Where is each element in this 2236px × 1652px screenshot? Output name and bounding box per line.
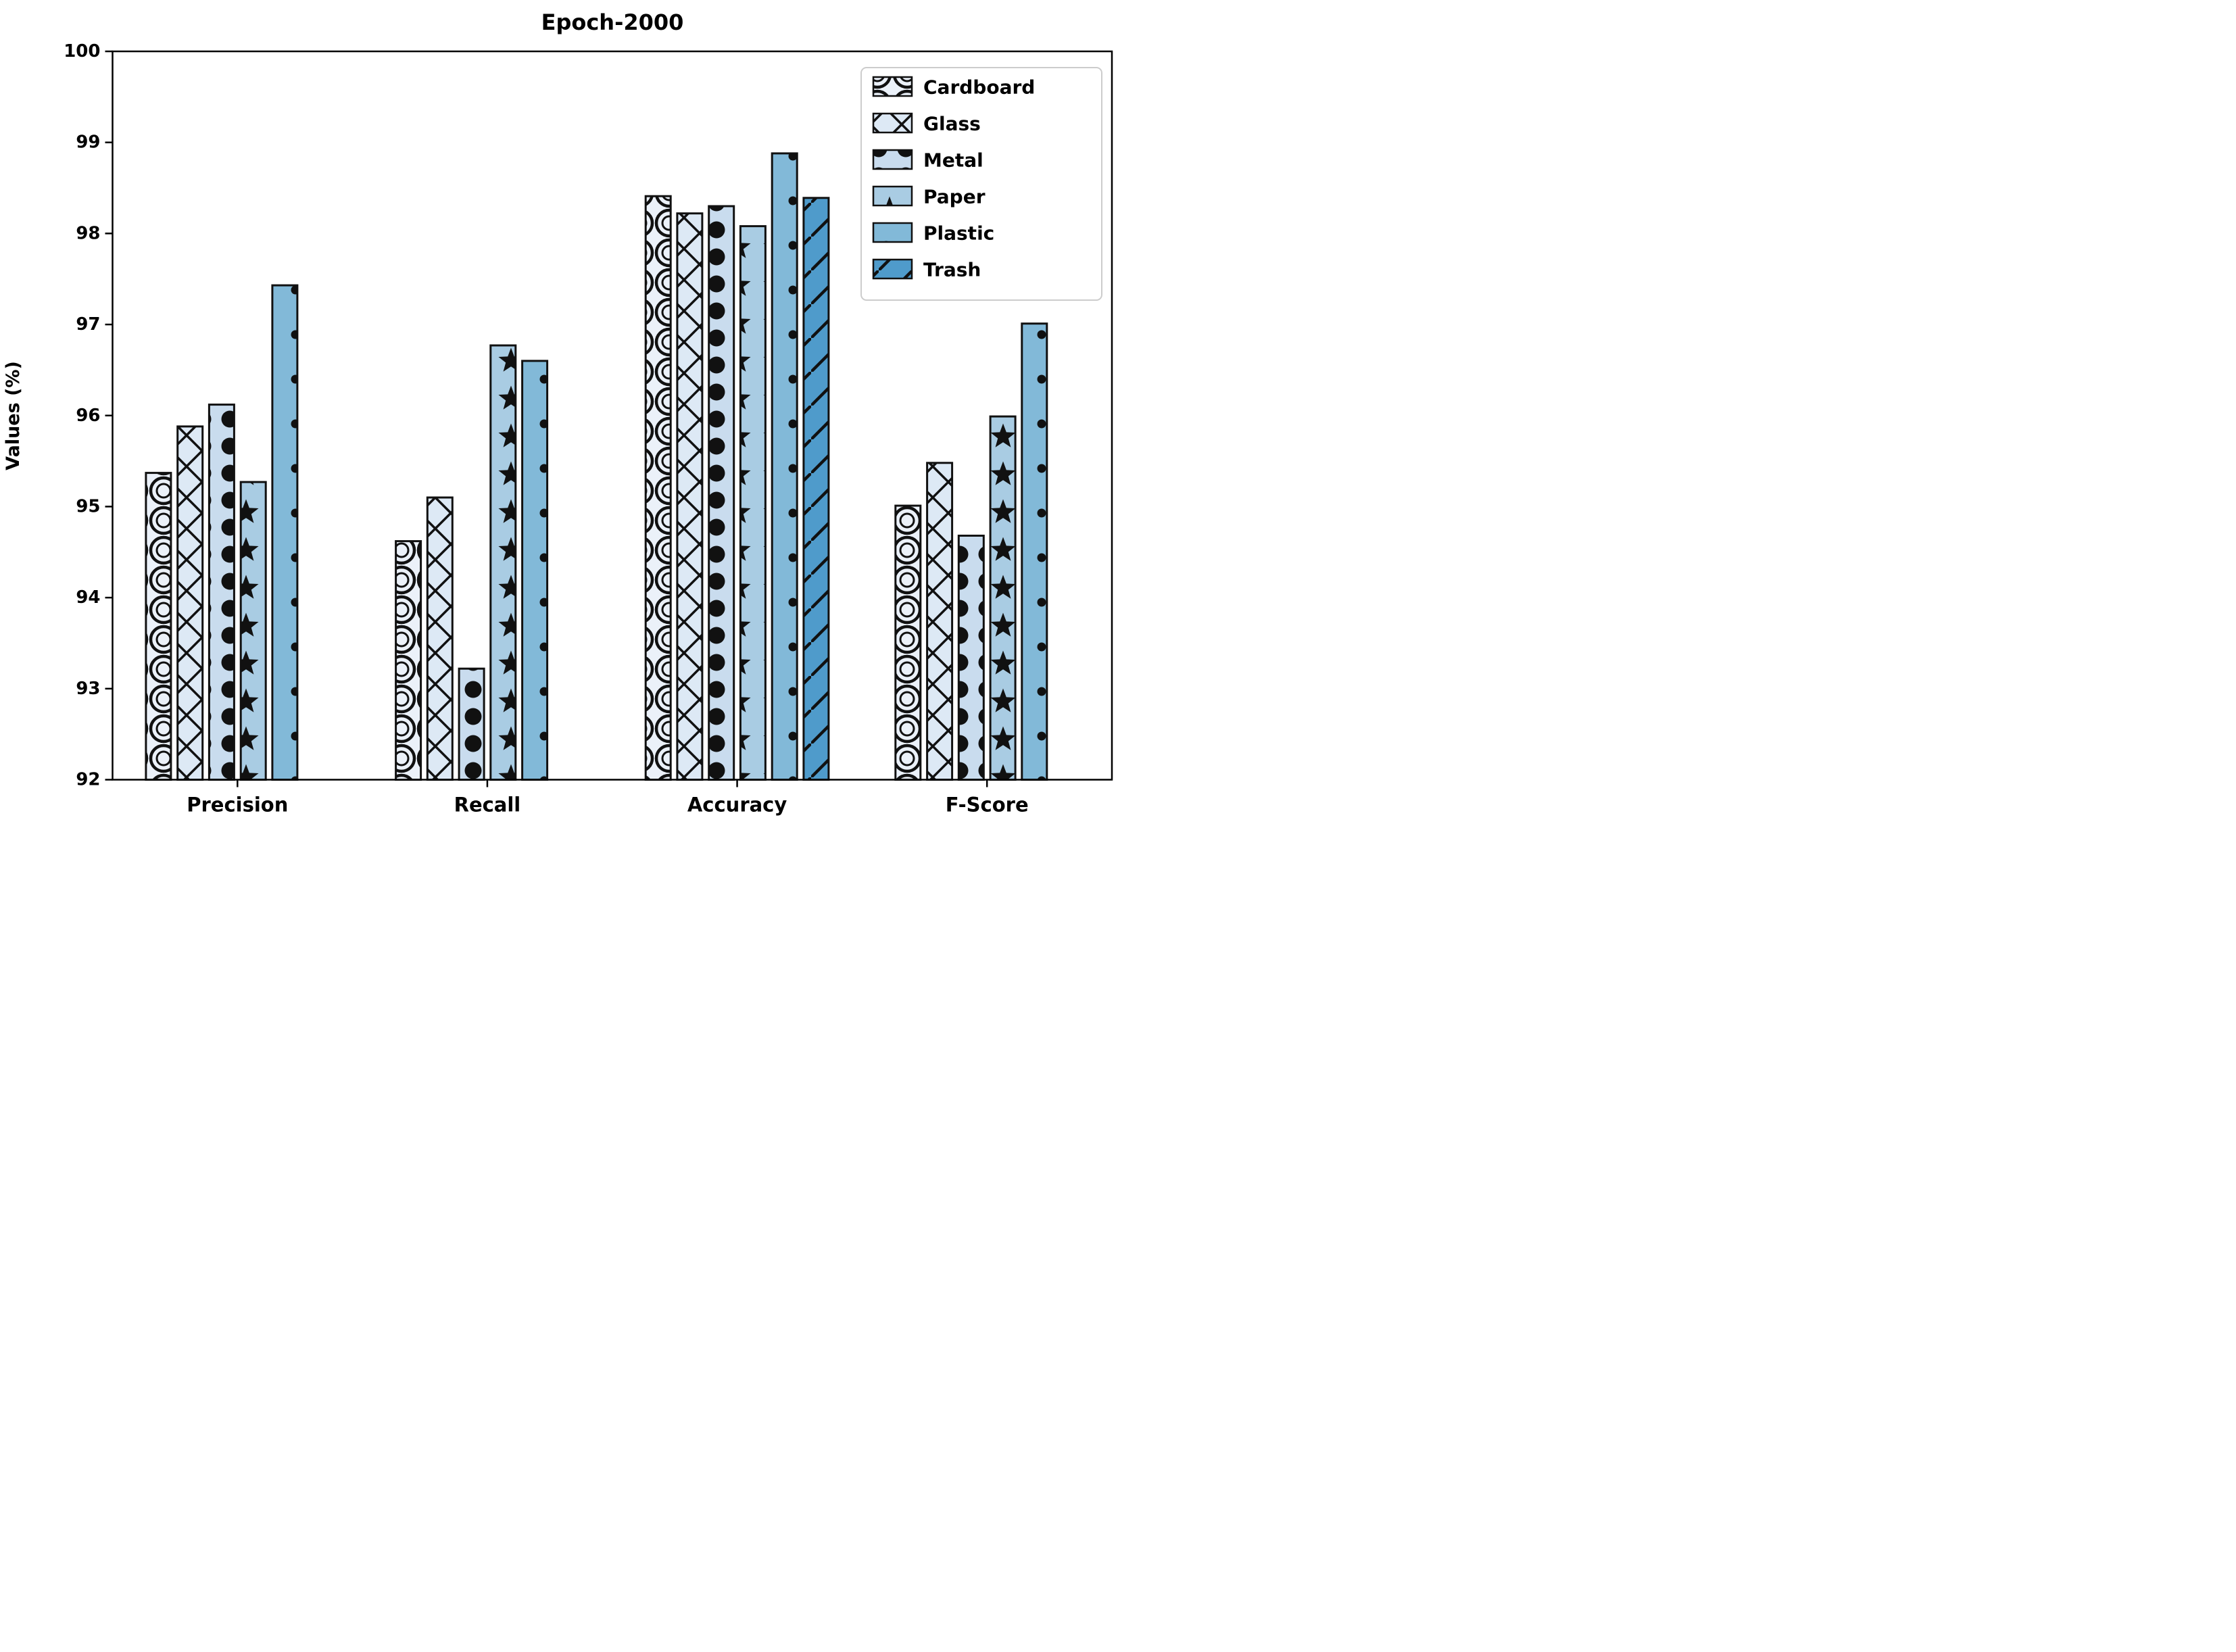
bar-f-score-paper xyxy=(989,415,1017,781)
legend-swatch-cardboard xyxy=(872,76,913,97)
y-tick-label: 94 xyxy=(76,587,100,608)
chart-title: Epoch-2000 xyxy=(541,9,684,35)
plot-area: 92 93 94 95 96 97 98 99 100 Precision Recall Accura… xyxy=(64,41,1113,817)
legend-label-metal: Metal xyxy=(923,149,983,172)
y-axis-label: Values (%) xyxy=(3,361,24,470)
bar-precision-metal xyxy=(208,404,235,781)
bar-precision-glass xyxy=(176,425,204,781)
bar-precision-cardboard xyxy=(145,472,172,781)
bar-f-score-metal xyxy=(957,535,985,781)
bar-f-score-glass xyxy=(926,462,954,781)
y-tick-label: 95 xyxy=(76,496,100,516)
y-tick-label: 98 xyxy=(76,223,100,243)
bar-recall-glass xyxy=(426,496,454,781)
bar-recall-paper xyxy=(489,344,517,781)
legend-label-plastic: Plastic xyxy=(923,222,994,245)
bar-precision-plastic xyxy=(271,284,299,781)
y-tick-label: 100 xyxy=(64,41,100,62)
bar-precision-paper xyxy=(239,481,267,781)
legend-swatch-paper xyxy=(872,185,913,207)
bar-recall-metal xyxy=(458,667,485,781)
y-tick-label: 96 xyxy=(76,406,100,426)
y-tick-label: 97 xyxy=(76,314,100,335)
x-tick-label-recall: Recall xyxy=(454,794,521,817)
bar-chart: 92 93 94 95 96 97 98 99 100 Precision Recall Accura… xyxy=(3,9,1113,817)
bar-accuracy-cardboard xyxy=(644,195,672,781)
x-tick-label-precision: Precision xyxy=(187,794,288,817)
legend-label-glass: Glass xyxy=(923,113,981,135)
legend-swatch-trash xyxy=(872,258,913,280)
legend-label-cardboard: Cardboard xyxy=(923,76,1035,99)
figure: 92 93 94 95 96 97 98 99 100 Precision Recall Accura… xyxy=(0,0,1118,826)
bar-f-score-plastic xyxy=(1021,322,1048,781)
x-tick-label-accuracy: Accuracy xyxy=(687,794,787,817)
legend-box xyxy=(860,67,1102,301)
bar-accuracy-plastic xyxy=(771,152,798,781)
bar-recall-plastic xyxy=(521,360,549,781)
bar-accuracy-trash xyxy=(802,197,830,781)
bar-accuracy-paper xyxy=(739,225,767,781)
legend-swatch-plastic xyxy=(872,222,913,243)
y-tick-label: 93 xyxy=(76,679,100,699)
bar-accuracy-glass xyxy=(676,212,704,781)
bar-f-score-cardboard xyxy=(894,504,922,781)
y-tick-label: 92 xyxy=(76,770,100,790)
x-tick-label-f-score: F-Score xyxy=(946,794,1029,817)
legend-swatch-metal xyxy=(872,149,913,170)
legend-swatch-glass xyxy=(872,112,913,134)
y-tick-label: 99 xyxy=(76,132,100,153)
legend-label-paper: Paper xyxy=(923,186,986,208)
bar-recall-cardboard xyxy=(395,540,422,781)
legend: Cardboard Glass Metal Paper Plastic Trash xyxy=(860,67,1102,301)
bar-accuracy-metal xyxy=(708,205,735,781)
legend-label-trash: Trash xyxy=(923,259,981,281)
